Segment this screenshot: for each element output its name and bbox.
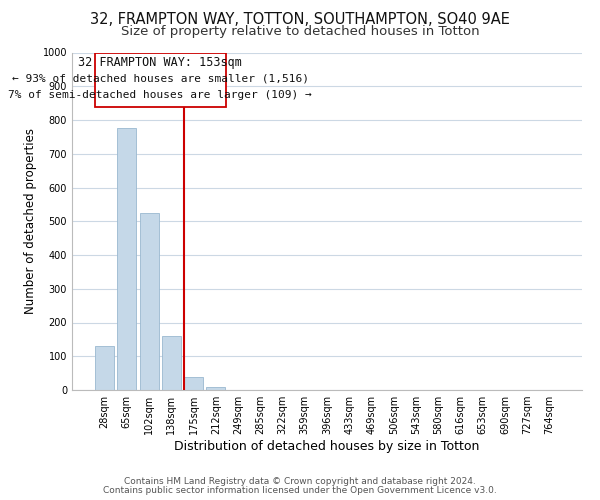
Text: Size of property relative to detached houses in Totton: Size of property relative to detached ho… [121, 25, 479, 38]
X-axis label: Distribution of detached houses by size in Totton: Distribution of detached houses by size … [175, 440, 479, 453]
Text: Contains public sector information licensed under the Open Government Licence v3: Contains public sector information licen… [103, 486, 497, 495]
Y-axis label: Number of detached properties: Number of detached properties [24, 128, 37, 314]
Text: Contains HM Land Registry data © Crown copyright and database right 2024.: Contains HM Land Registry data © Crown c… [124, 477, 476, 486]
Bar [140, 213, 158, 390]
Bar [162, 336, 181, 390]
Bar [95, 52, 226, 106]
Bar [206, 386, 225, 390]
Bar [95, 346, 114, 390]
Text: 32 FRAMPTON WAY: 153sqm: 32 FRAMPTON WAY: 153sqm [78, 56, 242, 68]
Text: 32, FRAMPTON WAY, TOTTON, SOUTHAMPTON, SO40 9AE: 32, FRAMPTON WAY, TOTTON, SOUTHAMPTON, S… [90, 12, 510, 28]
Bar [184, 376, 203, 390]
Text: 7% of semi-detached houses are larger (109) →: 7% of semi-detached houses are larger (1… [8, 90, 312, 100]
Bar [118, 128, 136, 390]
Text: ← 93% of detached houses are smaller (1,516): ← 93% of detached houses are smaller (1,… [12, 74, 309, 84]
